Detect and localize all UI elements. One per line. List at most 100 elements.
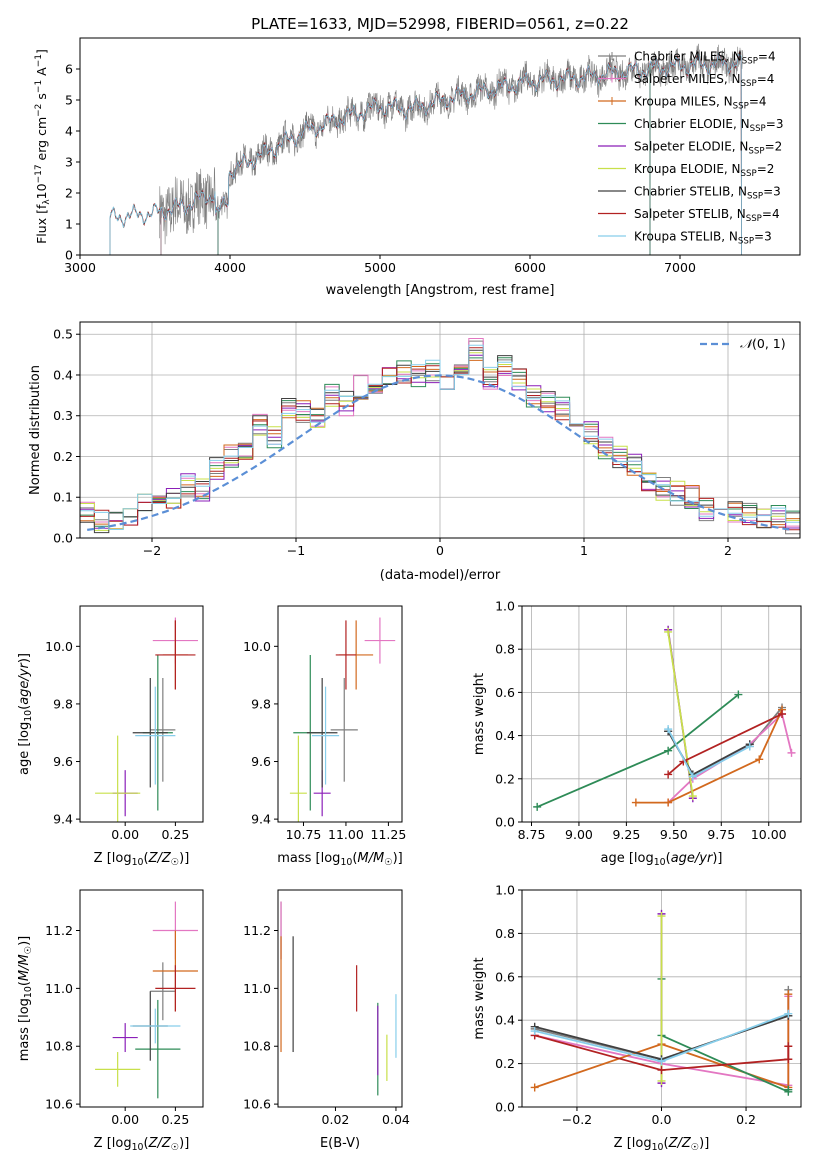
axes-spectrum: 3000 4000 5000 6000 7000 0 1 2 3 4 5 6 wavelength [A…	[34, 37, 801, 298]
x-tick-label: 11.25	[371, 827, 407, 842]
legend-label: Salpeter ELODIE, NSSP=2	[634, 140, 782, 157]
legend: Chabrier MILES, NSSP=4 Salpeter MILES, NS…	[598, 50, 783, 247]
x-axis-label: wavelength [Angstrom, rest frame]	[326, 283, 555, 298]
y-tick-label: 10.6	[243, 1097, 271, 1112]
legend-label: Chabrier MILES, NSSP=4	[634, 50, 776, 67]
x-axis-label: Z [log10(Z/Z☉)]	[94, 1136, 190, 1153]
weight-point-marker	[664, 725, 673, 734]
x-tick-label: 4000	[214, 260, 246, 275]
y-tick-label: 0.4	[495, 728, 515, 743]
x-tick-label: 0.25	[161, 827, 189, 842]
y-tick-label: 11.0	[243, 981, 271, 996]
weight-point-marker	[657, 1057, 666, 1066]
x-tick-label: 9.25	[612, 827, 640, 842]
y-tick-label: 11.2	[243, 923, 271, 938]
y-tick-label: 0.2	[495, 771, 515, 786]
y-tick-label: 9.6	[251, 754, 271, 769]
model-spectrum-line	[217, 61, 651, 255]
weight-point-marker	[755, 755, 764, 764]
y-tick-label: 0.5	[53, 327, 73, 342]
axes-frame	[277, 605, 403, 823]
weight-point-marker	[664, 746, 673, 755]
weight-point-marker	[778, 710, 787, 718]
weight-point-marker	[734, 690, 743, 699]
weight-point-marker	[657, 1076, 666, 1085]
model-spectrum-line	[217, 62, 651, 255]
axes-residuals: −2 −1 0 1 2 0.0 0.1 0.2 0.3 0.4 0.5 𝒩(0, 1) (data-mo…	[28, 321, 801, 583]
y-tick-label: 5	[65, 93, 73, 108]
axes-frame	[521, 605, 802, 823]
weight-point-marker	[784, 1009, 793, 1018]
weight-point-marker	[657, 912, 666, 921]
x-tick-label: 3000	[64, 260, 96, 275]
x-tick-label: 1	[580, 543, 588, 558]
model-spectrum-line	[217, 62, 651, 255]
axes-weight-vs-Z: −0.2 0.0 0.2 0.0 0.2 0.4 0.6 0.8 1.0 Z [log10(Z/Z…	[472, 883, 802, 1153]
axes-weight-vs-age: 8.75 9.00 9.25 9.50 9.75 10.00 0.0 0.2 0.4 0.6 0.8…	[472, 599, 802, 868]
y-tick-label: 6	[65, 62, 73, 77]
weight-series-line	[534, 994, 790, 1089]
legend-label: Salpeter MILES, NSSP=4	[634, 72, 774, 89]
x-tick-label: 7000	[664, 260, 696, 275]
model-spectrum-line	[109, 52, 742, 255]
x-tick-label: 6000	[514, 260, 546, 275]
x-tick-label: −1	[287, 543, 305, 558]
y-tick-label: 9.8	[251, 696, 271, 711]
y-tick-label: 11.2	[45, 923, 73, 938]
weight-series-line	[536, 693, 739, 808]
data-spectrum-line	[159, 43, 744, 245]
y-tick-label: 9.4	[53, 812, 73, 827]
y-tick-label: 10.8	[45, 1039, 73, 1054]
y-tick-label: 0.1	[53, 490, 73, 505]
y-tick-label: 9.6	[53, 754, 73, 769]
y-tick-label: 1	[65, 217, 73, 232]
x-tick-label: 0.0	[652, 1112, 672, 1127]
figure-title: PLATE=1633, MJD=52998, FIBERID=0561, z=0…	[251, 15, 629, 33]
axes-frame	[79, 889, 204, 1108]
y-tick-label: 0.8	[495, 926, 515, 941]
x-axis-label: (data-model)/error	[380, 568, 501, 583]
x-tick-label: 0	[436, 543, 444, 558]
plot-area-residuals	[80, 338, 800, 535]
weight-point-marker	[664, 798, 673, 807]
x-axis-label: Z [log10(Z/Z☉)]	[94, 851, 190, 868]
x-tick-label: 0.25	[161, 1112, 189, 1127]
legend-label: 𝒩(0, 1)	[740, 336, 786, 351]
x-tick-label: −2	[143, 543, 161, 558]
x-tick-label: 10.75	[286, 827, 322, 842]
y-axis-label: Normed distribution	[28, 365, 43, 495]
x-axis-label: mass [log10(M/M☉)]	[277, 851, 403, 868]
plot-area-weight-vs-age	[533, 625, 796, 811]
y-tick-label: 4	[65, 124, 73, 139]
weight-point-marker	[664, 770, 673, 779]
y-axis-label: mass weight	[472, 673, 487, 755]
y-tick-label: 1.0	[495, 883, 515, 898]
weight-point-marker	[784, 1042, 793, 1051]
legend-label: Kroupa STELIB, NSSP=3	[634, 230, 772, 247]
weight-point-marker	[530, 1083, 539, 1092]
y-tick-label: 0.6	[495, 969, 515, 984]
normal-curve-line	[87, 374, 793, 531]
y-tick-label: 0.4	[495, 1013, 515, 1028]
y-axis-label: age [log10(age/yr)]	[17, 653, 34, 775]
y-tick-label: 9.4	[251, 812, 271, 827]
y-tick-label: 10.0	[243, 639, 271, 654]
y-tick-label: 1.0	[495, 599, 515, 614]
x-tick-label: 0.00	[111, 1112, 139, 1127]
y-tick-label: 0.0	[495, 1100, 515, 1115]
y-tick-label: 3	[65, 155, 73, 170]
y-tick-label: 9.8	[53, 696, 73, 711]
weight-point-marker	[688, 772, 697, 781]
x-tick-label: 9.75	[707, 827, 735, 842]
x-tick-label: 2	[724, 543, 732, 558]
y-tick-label: 0.8	[495, 642, 515, 657]
weight-series-line	[534, 1034, 790, 1072]
y-tick-label: 2	[65, 186, 73, 201]
y-tick-label: 11.0	[45, 981, 73, 996]
legend-label: Salpeter STELIB, NSSP=4	[634, 207, 780, 224]
plot-area-mass-vs-Z	[95, 901, 198, 1099]
x-tick-label: 11.00	[328, 827, 364, 842]
y-axis-label: mass [log10(M/M☉)]	[17, 936, 34, 1062]
y-axis-label: mass weight	[472, 957, 487, 1039]
y-tick-label: 0.0	[53, 531, 73, 546]
